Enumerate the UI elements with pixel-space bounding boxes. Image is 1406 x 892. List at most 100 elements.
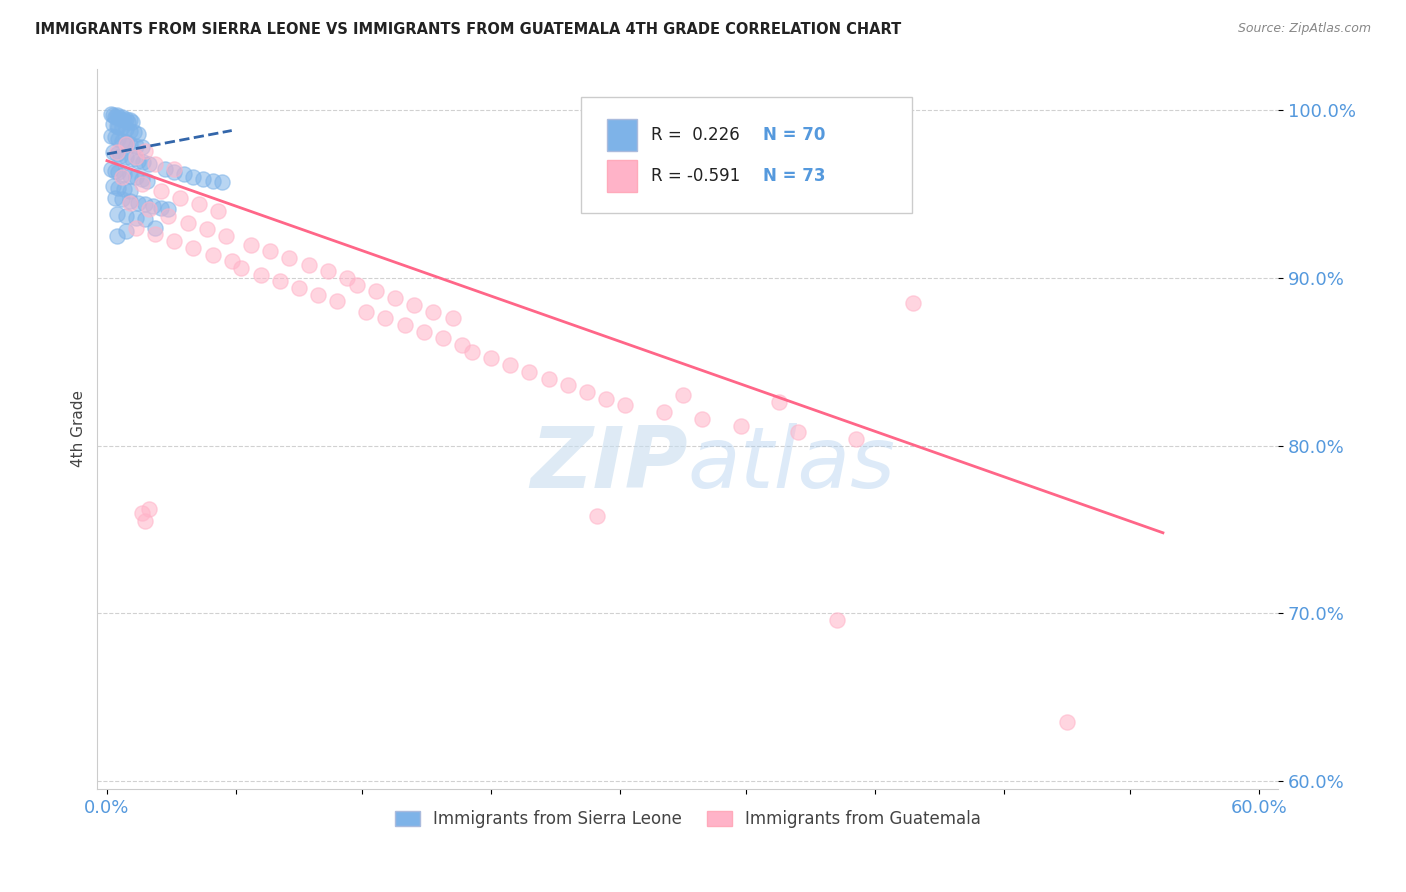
Point bbox=[138, 202, 160, 217]
Point bbox=[221, 254, 243, 268]
Text: R = -0.591: R = -0.591 bbox=[651, 168, 741, 186]
Point bbox=[101, 178, 124, 193]
Point bbox=[249, 268, 271, 282]
Point bbox=[100, 128, 122, 143]
Point bbox=[201, 174, 224, 188]
Legend: Immigrants from Sierra Leone, Immigrants from Guatemala: Immigrants from Sierra Leone, Immigrants… bbox=[388, 804, 987, 835]
Point bbox=[307, 287, 329, 301]
Point bbox=[118, 113, 141, 128]
Point bbox=[125, 211, 148, 225]
Point bbox=[131, 506, 153, 520]
Point bbox=[183, 241, 205, 255]
Point bbox=[110, 112, 132, 126]
Point bbox=[101, 108, 124, 122]
Point bbox=[127, 127, 149, 141]
Point bbox=[115, 112, 138, 126]
Point bbox=[115, 135, 138, 149]
Point bbox=[364, 285, 387, 299]
Point bbox=[107, 120, 129, 135]
Point bbox=[845, 432, 868, 446]
Point bbox=[176, 216, 198, 230]
Point bbox=[138, 157, 160, 171]
Point bbox=[107, 132, 129, 146]
Point bbox=[111, 170, 134, 185]
Point bbox=[163, 162, 186, 177]
FancyBboxPatch shape bbox=[582, 97, 912, 212]
Point bbox=[134, 514, 156, 528]
Point bbox=[195, 222, 218, 236]
Point bbox=[121, 152, 143, 166]
Point bbox=[115, 150, 138, 164]
Point bbox=[105, 229, 128, 244]
Point bbox=[143, 157, 166, 171]
Text: N = 73: N = 73 bbox=[763, 168, 825, 186]
Point bbox=[768, 395, 790, 409]
Point bbox=[125, 150, 148, 164]
Point bbox=[127, 195, 149, 210]
Point bbox=[215, 229, 238, 244]
Point bbox=[115, 136, 138, 151]
Point bbox=[595, 392, 617, 406]
FancyBboxPatch shape bbox=[607, 119, 637, 152]
Point bbox=[131, 172, 153, 186]
Text: R =  0.226: R = 0.226 bbox=[651, 126, 740, 145]
Point bbox=[121, 115, 143, 129]
Point bbox=[125, 138, 148, 153]
Point bbox=[115, 224, 138, 238]
Point bbox=[201, 247, 224, 261]
Point bbox=[105, 147, 128, 161]
Point bbox=[432, 331, 454, 345]
Point bbox=[451, 338, 474, 352]
Point bbox=[122, 125, 145, 139]
Point bbox=[259, 244, 281, 259]
Point bbox=[173, 167, 195, 181]
Point bbox=[211, 176, 233, 190]
Point bbox=[118, 194, 141, 208]
Point bbox=[104, 130, 127, 145]
Point bbox=[105, 108, 128, 122]
Point bbox=[118, 195, 141, 210]
Point bbox=[136, 174, 159, 188]
Text: N = 70: N = 70 bbox=[763, 126, 825, 145]
Point bbox=[346, 277, 368, 292]
Point bbox=[730, 418, 752, 433]
Point bbox=[101, 145, 124, 160]
Point bbox=[125, 220, 148, 235]
Point bbox=[107, 110, 129, 124]
Y-axis label: 4th Grade: 4th Grade bbox=[72, 391, 86, 467]
Point bbox=[336, 271, 359, 285]
Point bbox=[441, 311, 464, 326]
Point bbox=[278, 251, 301, 265]
Point bbox=[231, 260, 253, 275]
Point bbox=[104, 190, 127, 204]
Point bbox=[131, 140, 153, 154]
Text: Source: ZipAtlas.com: Source: ZipAtlas.com bbox=[1237, 22, 1371, 36]
Point bbox=[384, 291, 406, 305]
Point bbox=[105, 207, 128, 221]
Point bbox=[575, 384, 598, 399]
Point bbox=[422, 304, 444, 318]
Point bbox=[112, 167, 135, 181]
Point bbox=[354, 304, 377, 318]
Point bbox=[169, 190, 191, 204]
Point bbox=[163, 165, 186, 179]
Point bbox=[557, 378, 579, 392]
Point bbox=[104, 163, 127, 178]
Point bbox=[111, 110, 134, 124]
Point bbox=[188, 197, 211, 211]
Point bbox=[149, 201, 172, 215]
Point bbox=[115, 209, 138, 223]
Point bbox=[517, 365, 540, 379]
Point bbox=[118, 123, 141, 137]
Point bbox=[672, 388, 695, 402]
Point bbox=[153, 162, 176, 177]
Text: atlas: atlas bbox=[688, 424, 896, 507]
Point bbox=[690, 412, 713, 426]
Point bbox=[479, 351, 502, 366]
FancyBboxPatch shape bbox=[607, 160, 637, 193]
Point bbox=[461, 344, 484, 359]
Point bbox=[105, 119, 128, 133]
Point bbox=[118, 184, 141, 198]
Point bbox=[107, 180, 129, 194]
Point bbox=[125, 170, 148, 185]
